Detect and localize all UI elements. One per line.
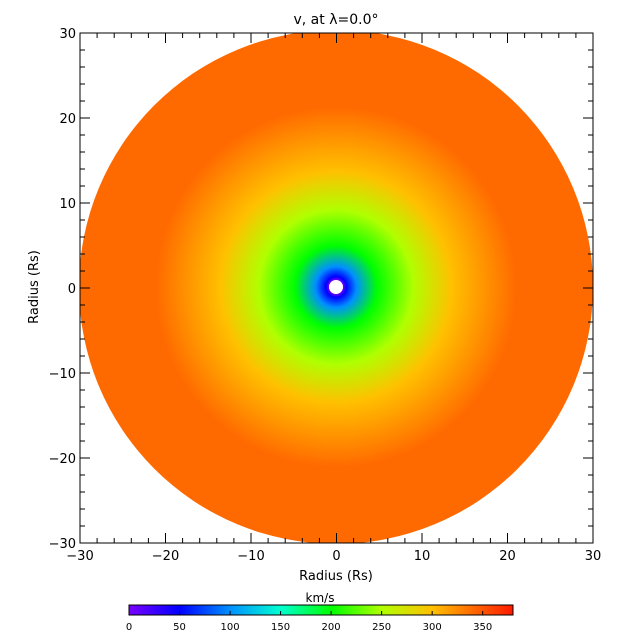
y-tick-label: −10 — [49, 367, 76, 382]
y-tick-label: 10 — [59, 197, 76, 212]
colorbar-tick-label: 50 — [173, 622, 186, 633]
x-tick-label: 10 — [414, 549, 431, 564]
plot-area — [80, 33, 593, 543]
x-tick-label: −10 — [237, 549, 264, 564]
inner-boundary — [329, 280, 343, 294]
x-tick-label: 30 — [585, 549, 602, 564]
colorbar-label: km/s — [306, 591, 335, 605]
x-tick-label: −30 — [66, 549, 93, 564]
colorbar-ticks: 0 50 100 150 200 250 300 350 — [126, 611, 492, 633]
y-tick-label: −20 — [49, 452, 76, 467]
colorbar-tick-label: 0 — [126, 622, 132, 633]
colorbar-tick-label: 350 — [473, 622, 492, 633]
colorbar-tick-label: 250 — [372, 622, 391, 633]
y-tick-label: 30 — [59, 27, 76, 42]
x-tick-label: 0 — [332, 549, 340, 564]
chart-title: v, at λ=0.0° — [294, 12, 379, 28]
y-tick-label: 20 — [59, 112, 76, 127]
colorbar — [128, 604, 514, 616]
y-axis-label: Radius (Rs) — [27, 250, 42, 324]
y-tick-label: 0 — [68, 282, 76, 297]
colorbar-tick-label: 150 — [271, 622, 290, 633]
x-tick-label: 20 — [499, 549, 516, 564]
colorbar-tick-label: 200 — [322, 622, 341, 633]
axis-ticks: −30 −20 −10 0 10 20 30 −30 −20 −10 0 10 20 30 — [49, 27, 602, 564]
x-axis-label: Radius (Rs) — [299, 569, 373, 584]
colorbar-tick-label: 300 — [423, 622, 442, 633]
y-tick-label: −30 — [49, 537, 76, 552]
colorbar-tick-label: 100 — [221, 622, 240, 633]
x-tick-label: −20 — [152, 549, 179, 564]
